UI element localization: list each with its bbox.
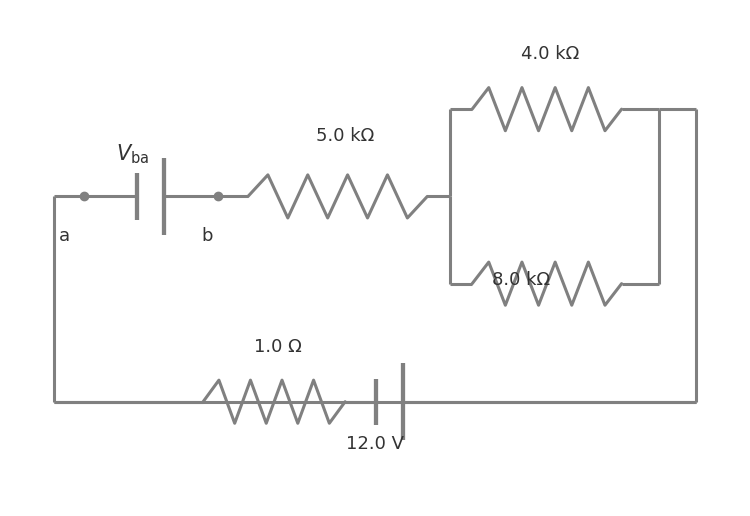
Text: 5.0 kΩ: 5.0 kΩ — [316, 127, 374, 145]
Text: $V_{\mathrm{ba}}$: $V_{\mathrm{ba}}$ — [116, 142, 148, 166]
Text: 12.0 V: 12.0 V — [346, 435, 404, 453]
Text: 1.0 Ω: 1.0 Ω — [254, 337, 302, 356]
Text: 8.0 kΩ: 8.0 kΩ — [492, 271, 550, 289]
Text: b: b — [201, 227, 213, 245]
Text: a: a — [59, 227, 70, 245]
Text: 4.0 kΩ: 4.0 kΩ — [521, 45, 580, 63]
